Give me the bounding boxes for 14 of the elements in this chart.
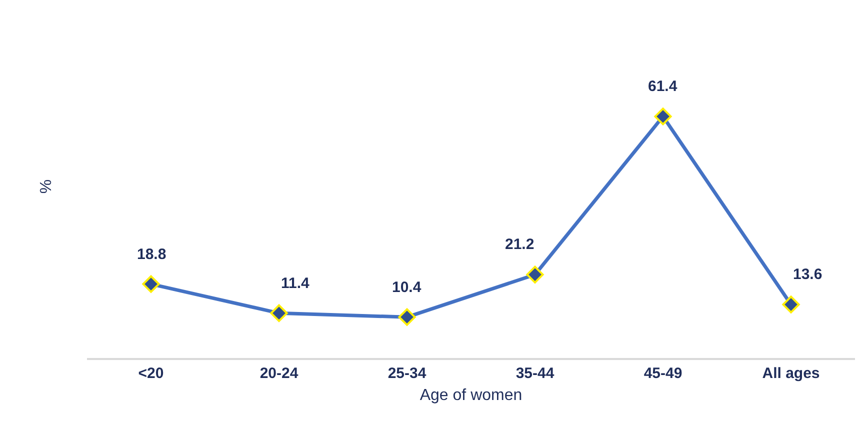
data-label: 61.4 bbox=[648, 78, 678, 95]
x-tick-label: 25-34 bbox=[388, 364, 427, 382]
x-tick-label: <20 bbox=[138, 364, 164, 382]
x-axis-title: Age of women bbox=[420, 386, 522, 404]
x-tick-label: All ages bbox=[762, 364, 820, 382]
x-tick-label: 45-49 bbox=[644, 364, 682, 382]
y-axis-title: % bbox=[38, 179, 55, 194]
data-label: 13.6 bbox=[793, 266, 822, 283]
data-label: 10.4 bbox=[392, 279, 422, 296]
data-label: 11.4 bbox=[281, 275, 310, 292]
x-tick-label: 20-24 bbox=[260, 364, 299, 382]
x-tick-label: 35-44 bbox=[516, 364, 555, 382]
data-label: 21.2 bbox=[505, 236, 534, 253]
data-label: 18.8 bbox=[137, 246, 166, 263]
